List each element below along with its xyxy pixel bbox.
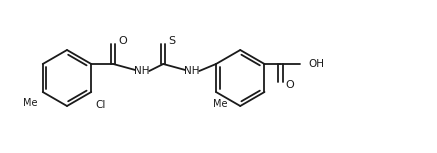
Text: NH: NH xyxy=(135,66,150,76)
Text: OH: OH xyxy=(309,59,325,69)
Text: Cl: Cl xyxy=(95,100,106,110)
Text: Me: Me xyxy=(213,99,227,109)
Text: NH: NH xyxy=(184,66,200,76)
Text: O: O xyxy=(285,80,294,90)
Text: O: O xyxy=(118,36,127,46)
Text: S: S xyxy=(168,36,175,46)
Text: Me: Me xyxy=(23,98,38,108)
